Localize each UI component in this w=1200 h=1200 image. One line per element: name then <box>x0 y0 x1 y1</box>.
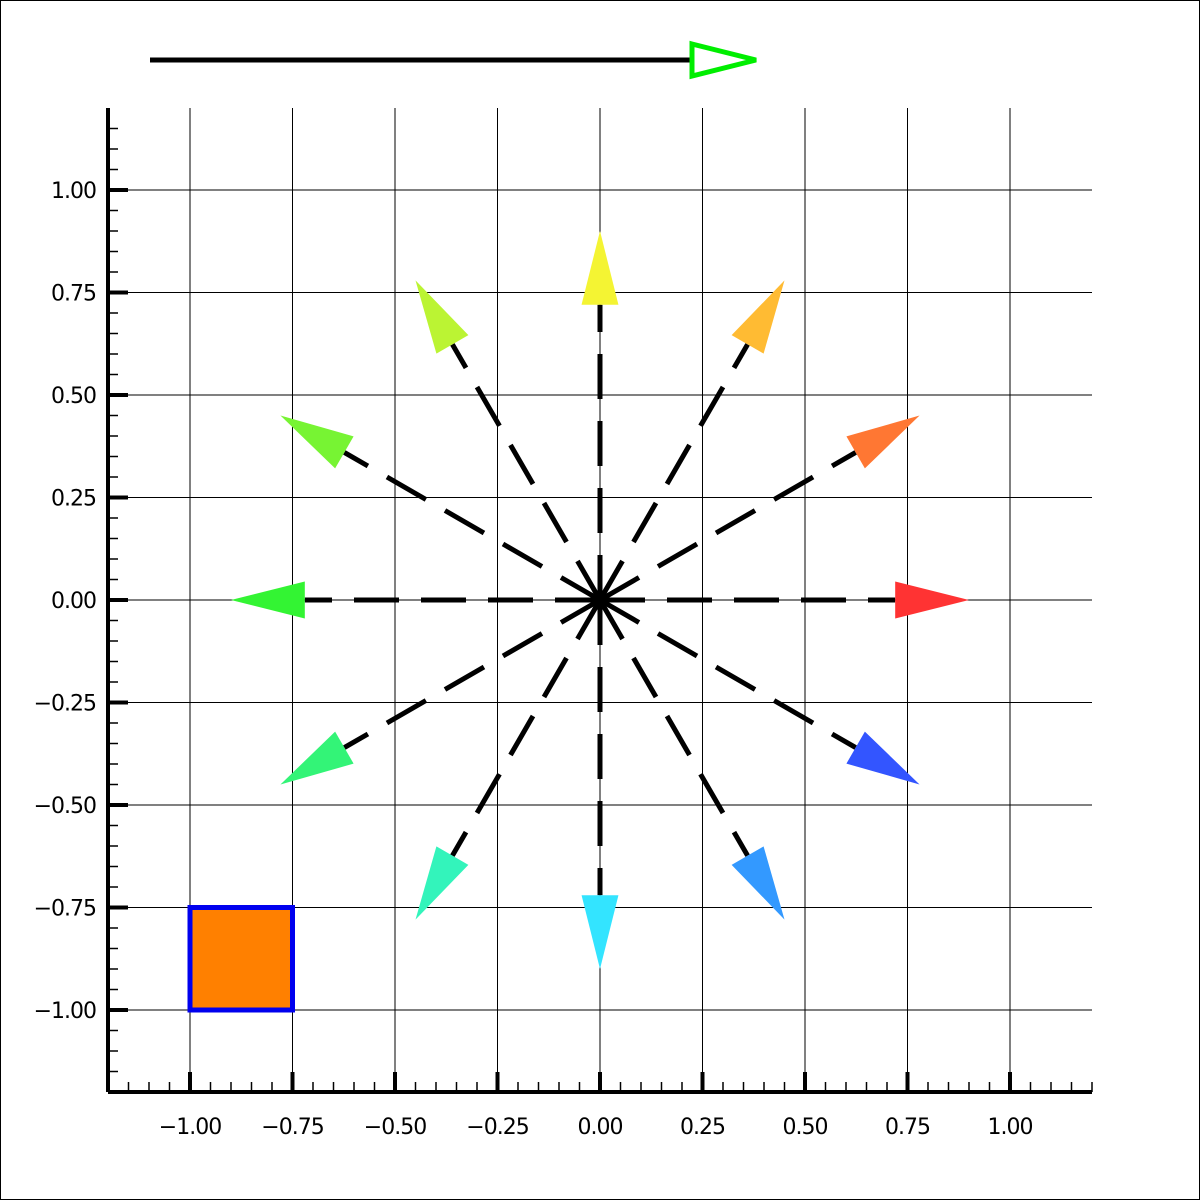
arrowhead <box>231 581 305 619</box>
radial-dashed-line <box>343 597 602 750</box>
arrowhead <box>415 846 469 920</box>
radial-arrowheads <box>231 231 969 969</box>
y-tick-label: 0.25 <box>51 487 96 512</box>
radial-dashed-line <box>450 343 603 602</box>
radial-dashed-line <box>450 598 603 857</box>
radial-dashed-line <box>598 597 857 750</box>
x-tick-label: −0.25 <box>466 1115 528 1140</box>
y-tick-label: 1.00 <box>51 179 96 204</box>
y-tick-label: −0.75 <box>34 897 96 922</box>
x-tick-label: −0.75 <box>261 1115 323 1140</box>
radial-dashed-line <box>597 343 750 602</box>
radial-dashed-line <box>598 450 857 603</box>
radial-dashed-line <box>343 450 602 603</box>
tick-labels: −1.00 −0.75 −0.50 −0.25 0.00 0.25 0.50 0.75 1.00… <box>34 179 1034 1140</box>
x-tick-label: −1.00 <box>159 1115 221 1140</box>
arrowhead <box>731 846 785 920</box>
y-tick-label: −1.00 <box>34 999 96 1024</box>
arrowhead <box>581 895 619 969</box>
radial-dashed-line <box>597 598 750 857</box>
arrowhead <box>895 581 969 619</box>
legend-arrow-layer <box>150 40 757 80</box>
arrowhead <box>280 731 354 785</box>
x-tick-label: 0.25 <box>680 1115 725 1140</box>
y-tick-label: 0.50 <box>51 384 96 409</box>
orange-square-patch <box>187 905 295 1013</box>
x-tick-label: 0.75 <box>885 1115 930 1140</box>
x-tick-label: −0.50 <box>364 1115 426 1140</box>
y-tick-label: 0.00 <box>51 589 96 614</box>
arrowhead <box>846 731 920 785</box>
x-tick-label: 0.50 <box>783 1115 828 1140</box>
x-tick-label: 1.00 <box>988 1115 1033 1140</box>
arrowhead <box>731 280 785 354</box>
axis-ticks <box>108 127 1093 1092</box>
y-tick-label: −0.25 <box>34 692 96 717</box>
arrowhead <box>846 415 920 469</box>
y-tick-label: 0.75 <box>51 282 96 307</box>
x-tick-label: 0.00 <box>578 1115 623 1140</box>
arrowhead <box>280 415 354 469</box>
y-tick-label: −0.50 <box>34 794 96 819</box>
radial-dashed-lines <box>304 304 896 896</box>
square-patch-layer <box>187 905 295 1013</box>
top-arrow-head <box>689 40 757 80</box>
arrowhead <box>415 280 469 354</box>
arrowhead <box>581 231 619 305</box>
